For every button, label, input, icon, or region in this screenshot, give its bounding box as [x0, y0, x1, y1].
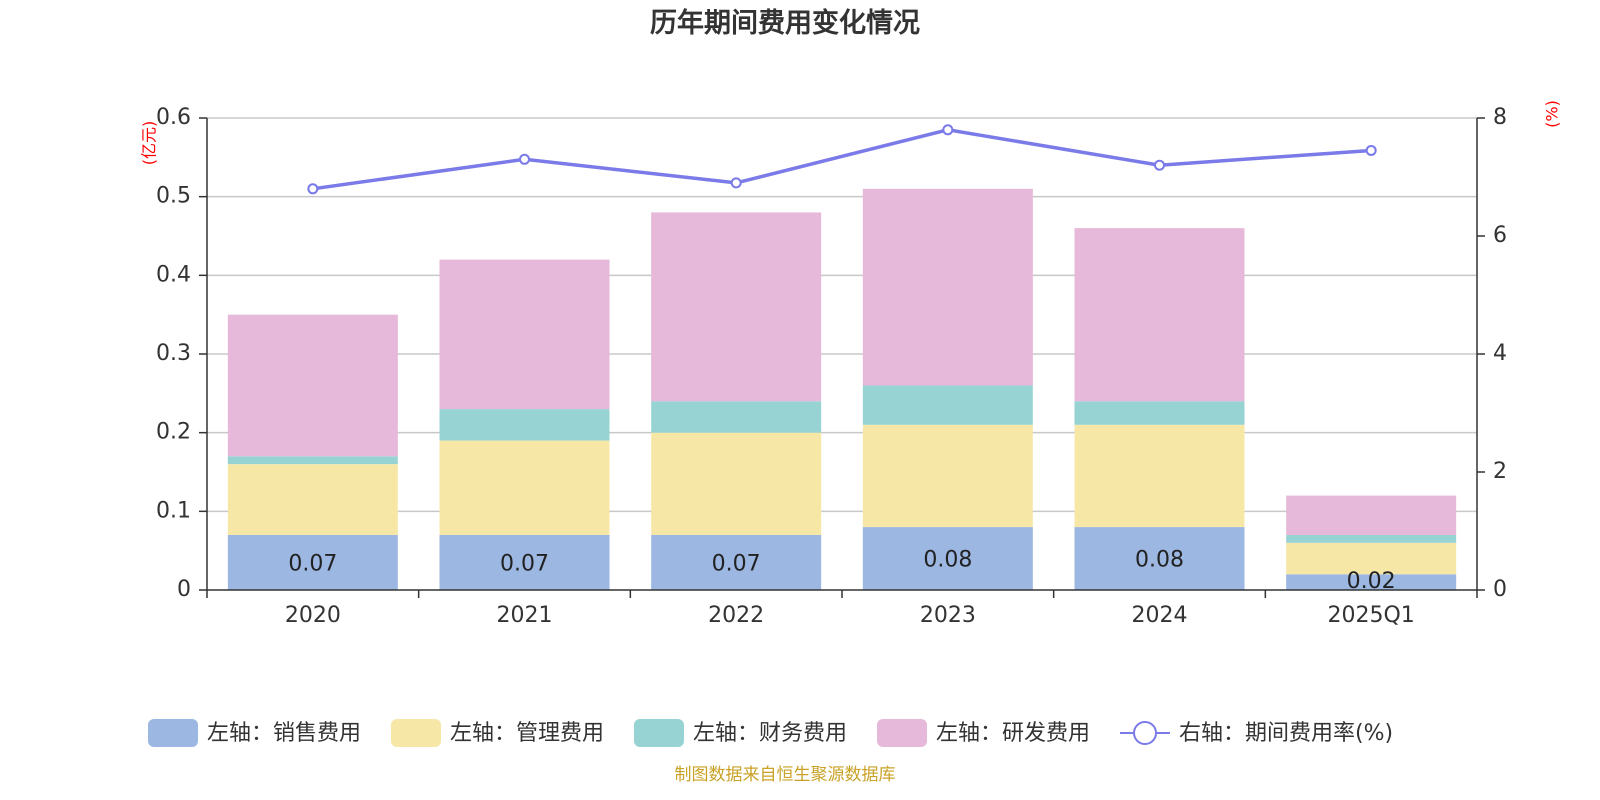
bar-segment-rd[interactable] — [862, 188, 1033, 386]
bar-segment-finance[interactable] — [227, 456, 398, 465]
legend-item[interactable]: 左轴：研发费用 — [877, 719, 1090, 747]
left-axis-tick-label: 0.3 — [156, 341, 191, 366]
legend-swatch — [877, 719, 927, 747]
gridlines — [207, 117, 1477, 513]
legend-swatch — [634, 719, 684, 747]
bar-segment-finance[interactable] — [651, 401, 822, 433]
chart-title: 历年期间费用变化情况 — [650, 7, 920, 39]
axes: 0 0.1 0.2 0.3 0.4 0.5 0.6 0 2 4 6 8 2020 2021 2022 2023… — [156, 105, 1507, 628]
data-labels: 0.07 0.07 0.07 0.08 0.08 0.02 — [288, 548, 1395, 594]
rate-point[interactable] — [1365, 144, 1377, 156]
right-axis-tick-label: 6 — [1493, 223, 1507, 248]
data-label: 0.08 — [923, 548, 972, 573]
legend-item[interactable]: 左轴：财务费用 — [634, 719, 847, 747]
legend-marker — [1133, 721, 1157, 745]
right-axis-tick-label: 8 — [1493, 105, 1507, 130]
x-axis-tick-label: 2023 — [920, 603, 976, 628]
bar-segment-sales[interactable] — [1286, 574, 1457, 590]
bar-segment-admin[interactable] — [1074, 424, 1245, 528]
right-axis-tick-label: 2 — [1493, 459, 1507, 484]
data-label: 0.07 — [500, 551, 549, 576]
left-axis-tick-label: 0.1 — [156, 498, 191, 523]
rate-line-layer — [307, 124, 1377, 195]
bar-segment-finance[interactable] — [439, 409, 610, 441]
bar-segment-admin[interactable] — [862, 424, 1033, 528]
rate-point[interactable] — [730, 177, 742, 189]
bar-segment-finance[interactable] — [1074, 401, 1245, 425]
bar-segment-rd[interactable] — [439, 259, 610, 410]
right-axis-tick-label: 0 — [1493, 577, 1507, 602]
bar-segment-finance[interactable] — [1286, 534, 1457, 543]
left-axis-unit: (亿元) — [140, 121, 159, 166]
rate-point[interactable] — [519, 153, 530, 165]
data-label: 0.02 — [1347, 569, 1396, 594]
data-label: 0.08 — [1135, 548, 1184, 573]
legend-label: 右轴：期间费用率(%) — [1179, 721, 1393, 746]
left-axis-tick-label: 0.2 — [156, 420, 191, 445]
x-axis-tick-label: 2024 — [1132, 603, 1188, 628]
bar-segment-sales[interactable] — [227, 534, 398, 590]
x-axis-tick-label: 2020 — [285, 603, 341, 628]
bar-segment-sales[interactable] — [439, 534, 610, 590]
bar-segment-admin[interactable] — [651, 432, 822, 535]
x-axis-tick-label: 2022 — [708, 603, 764, 628]
legend-item[interactable]: 右轴：期间费用率(%) — [1120, 721, 1393, 746]
rate-point[interactable] — [942, 124, 954, 136]
legend-label: 左轴：管理费用 — [450, 721, 604, 746]
data-label: 0.07 — [288, 551, 337, 576]
source-note: 制图数据来自恒生聚源数据库 — [675, 765, 896, 785]
left-axis-tick-label: 0 — [177, 577, 191, 602]
legend-swatch — [148, 719, 198, 747]
x-axis-tick-label: 2021 — [497, 603, 553, 628]
right-axis-tick-label: 4 — [1493, 341, 1507, 366]
left-axis-tick-label: 0.5 — [156, 184, 191, 209]
legend-label: 左轴：财务费用 — [693, 721, 847, 746]
legend-item[interactable]: 左轴：销售费用 — [148, 719, 361, 747]
bar-segment-finance[interactable] — [862, 385, 1033, 425]
x-axis-tick-label: 2025Q1 — [1328, 603, 1415, 628]
rate-series-line — [312, 128, 1372, 191]
legend[interactable]: 左轴：销售费用 左轴：管理费用 左轴：财务费用 左轴：研发费用 右轴：期间费用率(%) — [148, 719, 1393, 747]
bar-segment-rd[interactable] — [227, 314, 398, 457]
bar-layer — [227, 188, 1457, 590]
bar-segment-sales[interactable] — [862, 527, 1033, 590]
rate-point[interactable] — [1154, 159, 1165, 171]
left-axis-tick-label: 0.6 — [156, 105, 191, 130]
bar-segment-admin[interactable] — [1286, 542, 1457, 575]
bar-segment-admin[interactable] — [227, 464, 398, 535]
data-label: 0.07 — [712, 551, 761, 576]
bar-segment-rd[interactable] — [1074, 228, 1245, 402]
legend-label: 左轴：研发费用 — [936, 721, 1090, 746]
right-axis-unit: (%) — [1543, 100, 1562, 128]
legend-swatch — [391, 719, 441, 747]
left-axis-tick-label: 0.4 — [156, 262, 191, 287]
bar-segment-sales[interactable] — [1074, 527, 1245, 590]
rate-point[interactable] — [307, 183, 319, 195]
bar-segment-admin[interactable] — [439, 440, 610, 535]
bar-segment-rd[interactable] — [1286, 495, 1457, 535]
legend-item[interactable]: 左轴：管理费用 — [391, 719, 604, 747]
bar-segment-sales[interactable] — [651, 534, 822, 590]
bar-segment-rd[interactable] — [651, 212, 822, 402]
legend-label: 左轴：销售费用 — [207, 721, 361, 746]
